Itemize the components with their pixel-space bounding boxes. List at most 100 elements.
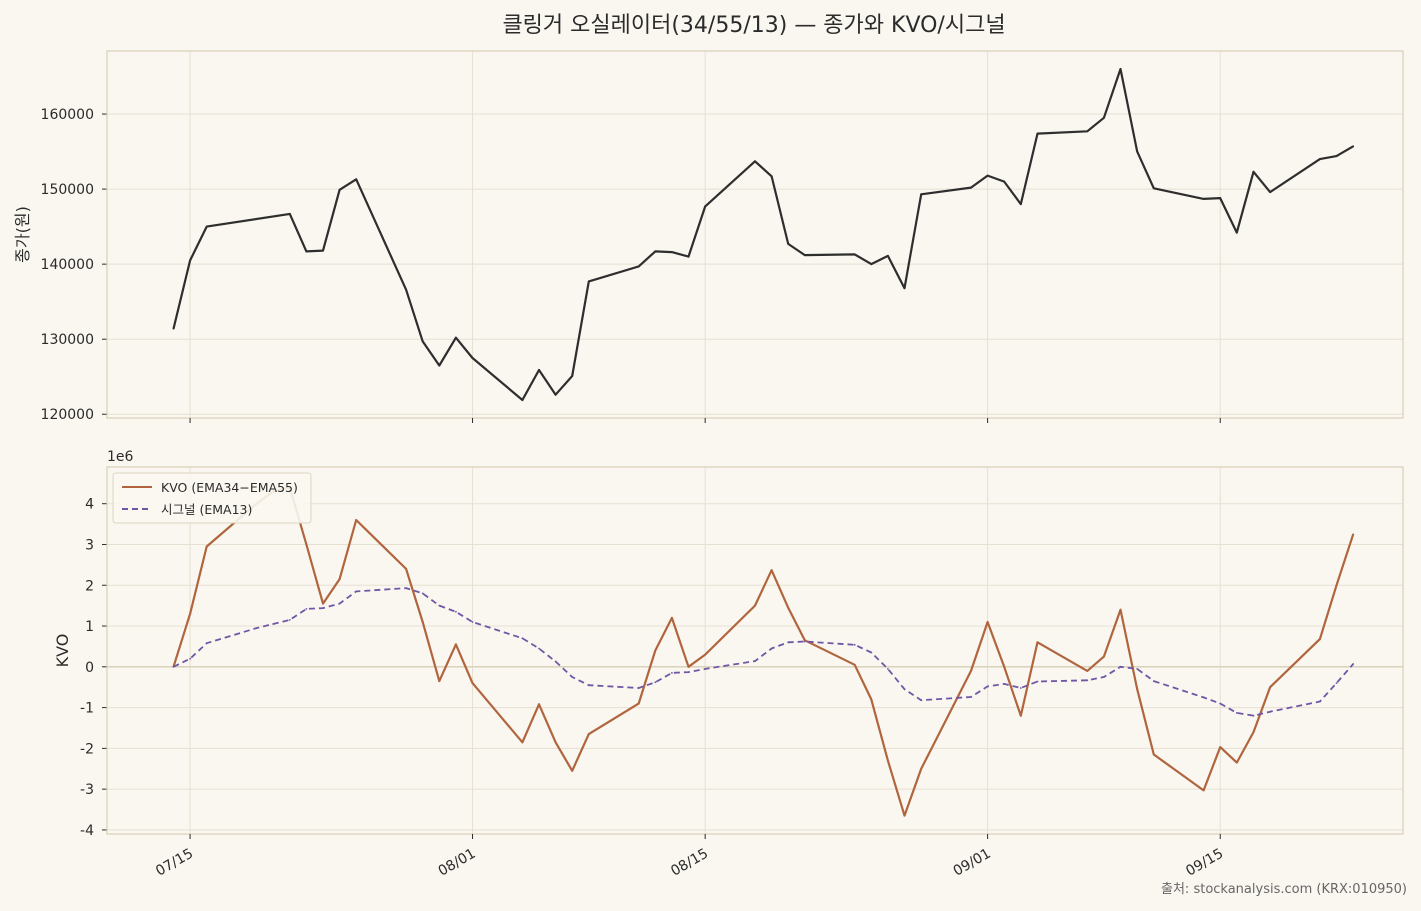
close-data-point: [1269, 191, 1271, 194]
kvo-data-point: [305, 543, 308, 546]
close-data-point: [1019, 203, 1022, 206]
legend-label-kvo: KVO (EMA34−EMA55): [161, 480, 298, 495]
legend: KVO (EMA34−EMA55) 시그널 (EMA13): [112, 472, 312, 524]
kvo-data-point: [1103, 655, 1105, 658]
y-tick-label: 150000: [41, 182, 94, 198]
signal-data-point: [587, 684, 590, 687]
kvo-data-point: [1003, 665, 1006, 668]
signal-data-point: [870, 651, 873, 654]
signal-data-point: [255, 627, 258, 629]
signal-data-point: [1019, 687, 1022, 689]
kvo-data-point: [887, 759, 889, 762]
close-data-point: [1319, 158, 1321, 161]
close-data-point: [438, 364, 441, 367]
close-data-point: [538, 369, 540, 371]
signal-data-point: [322, 607, 324, 609]
signal-data-point: [1319, 700, 1321, 703]
signal-data-point: [1003, 683, 1006, 685]
close-series-line: [172, 67, 1354, 402]
y-tick-label: 120000: [41, 407, 94, 423]
signal-data-point: [1086, 679, 1089, 682]
close-data-point: [970, 186, 972, 189]
signal-data-point: [405, 587, 407, 589]
kvo-data-point: [1252, 731, 1255, 733]
y-tick-label: 2: [85, 578, 94, 594]
kvo-data-point: [1269, 686, 1271, 689]
y-tick-label: -1: [80, 701, 94, 717]
signal-data-point: [853, 643, 856, 646]
close-data-point: [1202, 198, 1205, 200]
signal-data-point: [172, 665, 175, 668]
y-tick-label: -2: [80, 741, 94, 757]
close-data-point: [455, 336, 457, 339]
close-data-point: [1003, 180, 1006, 183]
kvo-data-point: [587, 733, 590, 735]
close-data-point: [1152, 187, 1155, 190]
kvo-panel: -4 -3 -2 -1 0 1 2 3 4 KVO 1e6 KVO (EMA34−EMA55) 시그널 …: [53, 449, 1404, 880]
close-data-point: [903, 287, 906, 290]
signal-data-point: [438, 604, 441, 607]
signal-data-point: [189, 657, 192, 660]
signal-data-point: [970, 696, 972, 698]
close-data-point: [471, 357, 474, 359]
kvo-data-point: [455, 643, 457, 646]
kvo-data-point: [189, 612, 192, 615]
close-data-point: [355, 178, 358, 181]
signal-data-point: [1335, 682, 1338, 684]
close-data-point: [1136, 150, 1139, 153]
kvo-data-point: [1152, 753, 1155, 756]
close-data-point: [205, 225, 208, 228]
close-data-point: [671, 251, 673, 254]
signal-data-point: [704, 668, 707, 670]
close-data-point: [853, 253, 856, 256]
close-data-point: [587, 280, 590, 283]
close-data-point: [305, 250, 308, 253]
close-data-point: [1103, 116, 1105, 119]
signal-data-point: [1119, 665, 1122, 668]
signal-data-point: [1152, 680, 1155, 682]
kvo-data-point: [1019, 714, 1022, 717]
signal-data-point: [903, 688, 906, 691]
close-data-point: [887, 255, 889, 257]
close-data-point: [803, 254, 806, 256]
signal-data-point: [288, 619, 291, 621]
kvo-data-point: [438, 680, 441, 682]
kvo-data-point: [1086, 670, 1089, 672]
close-data-point: [1335, 155, 1338, 158]
y-tick-label: -4: [80, 823, 94, 839]
close-data-point: [1119, 68, 1122, 70]
y-tick-label: 0: [85, 660, 94, 676]
kvo-data-point: [754, 604, 756, 607]
signal-data-point: [205, 642, 208, 645]
kvo-data-point: [571, 769, 574, 772]
close-data-point: [189, 259, 192, 262]
signal-data-point: [471, 621, 474, 623]
kvo-data-point: [687, 665, 690, 668]
close-data-point: [1252, 170, 1255, 173]
close-data-point: [172, 327, 175, 330]
kvo-data-point: [1352, 533, 1355, 536]
close-data-point: [288, 213, 291, 215]
signal-data-point: [355, 590, 358, 593]
signal-data-point: [421, 592, 424, 595]
signal-data-point: [1252, 714, 1255, 717]
close-data-point: [920, 193, 923, 196]
close-data-point: [870, 263, 873, 265]
close-data-point: [787, 243, 790, 245]
kvo-data-point: [205, 545, 208, 548]
y-tick-label: 140000: [41, 257, 94, 273]
kvo-series-line: [172, 486, 1355, 817]
signal-data-point: [455, 610, 457, 613]
kvo-data-point: [1219, 746, 1222, 748]
signal-data-point: [538, 647, 540, 650]
legend-label-signal: 시그널 (EMA13): [161, 502, 252, 517]
close-data-point: [322, 249, 324, 252]
signal-data-point: [986, 685, 989, 688]
price-panel: 120000 130000 140000 150000 160000 종가(원): [13, 50, 1404, 423]
signal-data-point: [687, 671, 690, 673]
kvo-data-point: [654, 649, 657, 652]
signal-data-point: [787, 641, 790, 644]
close-data-point: [554, 393, 557, 396]
